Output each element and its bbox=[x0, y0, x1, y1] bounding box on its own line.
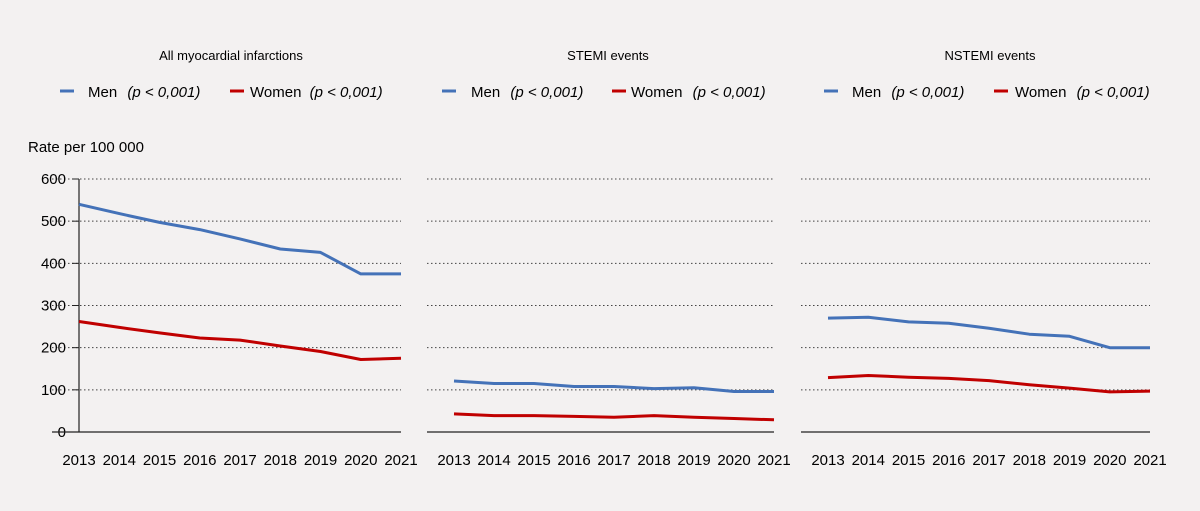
y-axis-label: Rate per 100 000 bbox=[28, 139, 144, 156]
x-tick-label: 2013 bbox=[811, 452, 844, 469]
x-tick-label: 2018 bbox=[264, 452, 297, 469]
legend: Men (p < 0,001) Women (p < 0,001) bbox=[60, 84, 383, 101]
x-tick-label: 2015 bbox=[143, 452, 176, 469]
x-tick-label: 2017 bbox=[972, 452, 1005, 469]
plot-area: 0100200300400500600201320142015201620172… bbox=[41, 171, 418, 469]
x-tick-label: 2020 bbox=[717, 452, 750, 469]
x-tick-label: 2016 bbox=[183, 452, 216, 469]
legend-women-label: Women (p < 0,001) bbox=[631, 84, 766, 101]
x-tick-label: 2020 bbox=[1093, 452, 1126, 469]
legend: Men (p < 0,001) Women (p < 0,001) bbox=[442, 84, 766, 101]
x-tick-label: 2019 bbox=[1053, 452, 1086, 469]
y-tick-label: 200 bbox=[41, 340, 66, 357]
y-tick-label: 600 bbox=[41, 171, 66, 188]
series-line-women bbox=[827, 374, 1151, 394]
y-tick-label: 400 bbox=[41, 255, 66, 272]
series-line-men bbox=[453, 379, 774, 393]
legend-men-label: Men (p < 0,001) bbox=[471, 84, 583, 101]
plot-area: 2013 2014 2015 2016 2017 2018 2019 2020 2021 bbox=[427, 178, 791, 469]
x-tick-label: 2021 bbox=[1133, 452, 1166, 469]
legend-women-label: Women (p < 0,001) bbox=[1015, 84, 1150, 101]
x-tick-label: 2014 bbox=[852, 452, 885, 469]
series-line-women bbox=[78, 320, 402, 361]
panel-stemi: STEMI events Men (p < 0,001) Women (p < … bbox=[427, 48, 791, 469]
x-tick-label: 2021 bbox=[384, 452, 417, 469]
panel-all-mi: All myocardial infarctions Men (p < 0,00… bbox=[41, 48, 418, 469]
y-tick-label: 100 bbox=[41, 382, 66, 399]
series-line-men bbox=[827, 315, 1150, 350]
x-tick-label: 2014 bbox=[477, 452, 510, 469]
x-tick-label: 2013 bbox=[62, 452, 95, 469]
x-tick-label: 2015 bbox=[517, 452, 550, 469]
x-tick-label: 2014 bbox=[103, 452, 136, 469]
y-tick-label: 300 bbox=[41, 298, 66, 315]
x-tick-label: 2015 bbox=[892, 452, 925, 469]
series-line-men bbox=[78, 202, 401, 276]
x-tick-label: 2017 bbox=[223, 452, 256, 469]
x-tick-label: 2016 bbox=[932, 452, 965, 469]
panel-title: STEMI events bbox=[567, 48, 649, 63]
x-tick-label: 2021 bbox=[757, 452, 790, 469]
panel-title: NSTEMI events bbox=[944, 48, 1036, 63]
legend: Men (p < 0,001) Women (p < 0,001) bbox=[824, 84, 1150, 101]
panel-title: All myocardial infarctions bbox=[159, 48, 303, 63]
x-tick-label: 2020 bbox=[344, 452, 377, 469]
x-tick-label: 2018 bbox=[1013, 452, 1046, 469]
x-tick-label: 2013 bbox=[437, 452, 470, 469]
legend-men-label: Men (p < 0,001) bbox=[852, 84, 964, 101]
legend-women-label: Women (p < 0,001) bbox=[250, 84, 383, 101]
series-line-women bbox=[453, 412, 775, 422]
x-tick-label: 2017 bbox=[597, 452, 630, 469]
y-tick-label: 500 bbox=[41, 213, 66, 230]
panel-nstemi: NSTEMI events Men (p < 0,001) Women (p <… bbox=[801, 48, 1167, 469]
x-tick-label: 2016 bbox=[557, 452, 590, 469]
x-tick-label: 2019 bbox=[677, 452, 710, 469]
x-tick-label: 2019 bbox=[304, 452, 337, 469]
legend-men-label: Men (p < 0,001) bbox=[88, 84, 200, 101]
x-tick-label: 2018 bbox=[637, 452, 670, 469]
plot-area: 2013 2014 2015 2016 2017 2018 2019 2020 2021 bbox=[801, 178, 1167, 469]
